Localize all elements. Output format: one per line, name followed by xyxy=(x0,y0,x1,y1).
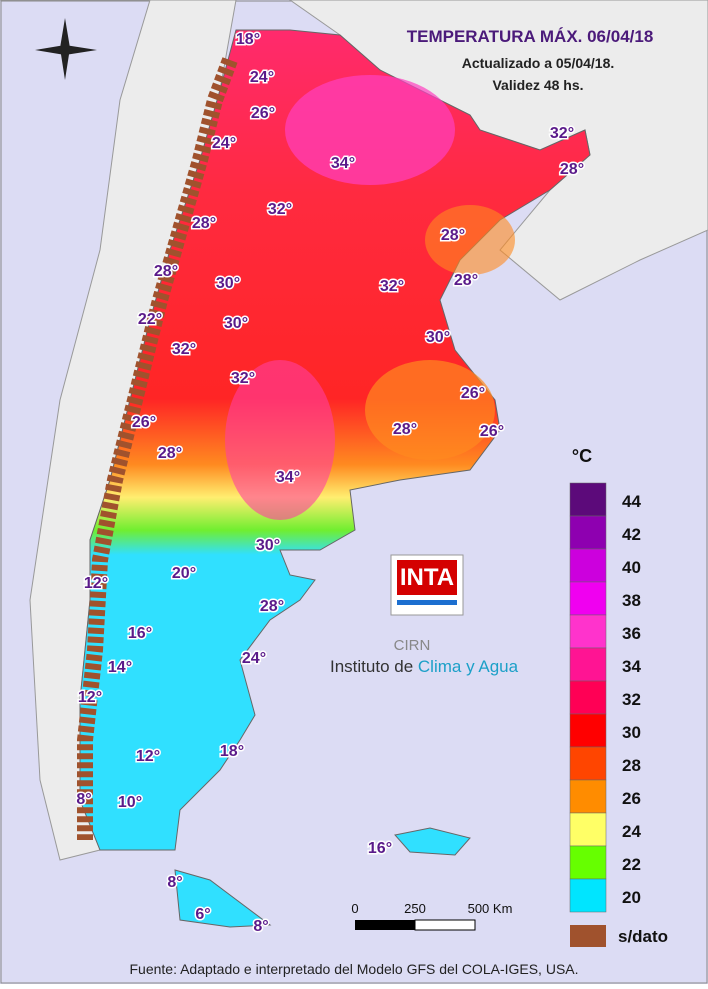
scale-label: 500 Km xyxy=(468,901,513,916)
institute-accent: Clima y Agua xyxy=(418,657,519,676)
temperature-label: 18° xyxy=(236,31,260,48)
scale-bar xyxy=(414,919,476,931)
temperature-label: 8° xyxy=(253,918,268,935)
hot-zone xyxy=(285,75,455,185)
temperature-label: 26° xyxy=(132,414,156,431)
legend-swatch xyxy=(569,812,607,847)
legend-label: 30 xyxy=(622,723,641,742)
temperature-label: 34° xyxy=(331,155,355,172)
temperature-label: 28° xyxy=(560,161,584,178)
logo-stripe xyxy=(397,600,457,605)
legend-swatch xyxy=(569,680,607,715)
legend-label: 20 xyxy=(622,888,641,907)
logo-sub: CIRN xyxy=(394,637,431,654)
legend-label: 24 xyxy=(622,822,641,841)
institute: Instituto de Clima y Agua xyxy=(330,657,519,676)
temperature-label: 28° xyxy=(260,598,284,615)
temperature-label: 28° xyxy=(454,272,478,289)
legend-swatch xyxy=(569,746,607,781)
temperature-label: 16° xyxy=(368,840,392,857)
temperature-label: 8° xyxy=(167,874,182,891)
temperature-label: 10° xyxy=(118,794,142,811)
temperature-label: 32° xyxy=(268,201,292,218)
legend-label: 34 xyxy=(622,657,641,676)
legend-swatch xyxy=(569,845,607,880)
temperature-label: 8° xyxy=(76,791,91,808)
temperature-label: 30° xyxy=(224,315,248,332)
temperature-label: 12° xyxy=(78,689,102,706)
scale-label: 250 xyxy=(404,901,426,916)
legend-label: 36 xyxy=(622,624,641,643)
temperature-label: 28° xyxy=(154,263,178,280)
source: Fuente: Adaptado e interpretado del Mode… xyxy=(129,961,578,977)
temperature-label: 24° xyxy=(212,135,236,152)
legend-no-data: s/dato xyxy=(618,927,668,946)
temperature-label: 32° xyxy=(231,370,255,387)
temperature-label: 22° xyxy=(138,311,162,328)
legend-swatch xyxy=(569,878,607,913)
malvinas xyxy=(394,827,471,856)
temperature-label: 28° xyxy=(441,227,465,244)
temperature-label: 28° xyxy=(192,215,216,232)
logo-red xyxy=(397,560,457,595)
temperature-label: 32° xyxy=(380,278,404,295)
temperature-label: 30° xyxy=(256,537,280,554)
scale-label: 0 xyxy=(351,901,358,916)
temperature-label: 28° xyxy=(158,445,182,462)
legend-label: 44 xyxy=(622,492,641,511)
temperature-label: 20° xyxy=(172,565,196,582)
temperature-label: 6° xyxy=(195,906,210,923)
no-data-andes xyxy=(77,57,238,840)
temperature-label: 14° xyxy=(108,659,132,676)
hot-zone xyxy=(225,360,335,520)
legend-label: 32 xyxy=(622,690,641,709)
temperature-label: 26° xyxy=(251,105,275,122)
temperature-label: 12° xyxy=(84,575,108,592)
temperature-label: 12° xyxy=(136,748,160,765)
legend-swatch xyxy=(569,581,607,616)
updated: Actualizado a 05/04/18. xyxy=(462,55,615,71)
temperature-label: 16° xyxy=(128,625,152,642)
temperature-label: 28° xyxy=(393,421,417,438)
tierra-del-fuego xyxy=(174,869,272,928)
legend-swatch xyxy=(569,614,607,649)
legend-label: 26 xyxy=(622,789,641,808)
legend-swatch xyxy=(569,713,607,748)
scale-bar xyxy=(355,920,415,930)
legend-swatch xyxy=(569,647,607,682)
legend-swatch xyxy=(569,779,607,814)
legend-label: 38 xyxy=(622,591,641,610)
temperature-label: 32° xyxy=(172,341,196,358)
temperature-label: 30° xyxy=(426,329,450,346)
temperature-label: 34° xyxy=(276,469,300,486)
legend-label: 28 xyxy=(622,756,641,775)
legend-unit: °C xyxy=(572,446,592,466)
legend-swatch xyxy=(569,515,607,550)
legend-label: 40 xyxy=(622,558,641,577)
warm-zone xyxy=(425,205,515,275)
legend-swatch xyxy=(569,548,607,583)
logo-mark: INTA xyxy=(400,564,454,591)
legend-label: 42 xyxy=(622,525,641,544)
legend-no-data-swatch xyxy=(570,925,606,947)
temperature-label: 24° xyxy=(242,650,266,667)
compass xyxy=(35,18,97,80)
temperature-label: 32° xyxy=(550,125,574,142)
temperature-label: 24° xyxy=(250,69,274,86)
temperature-label: 18° xyxy=(220,743,244,760)
institute-name: Instituto de xyxy=(330,657,413,676)
temperature-label: 26° xyxy=(461,385,485,402)
legend-swatch xyxy=(569,482,607,517)
temperature-label: 30° xyxy=(216,275,240,292)
legend-label: 22 xyxy=(622,855,641,874)
warm-zone xyxy=(365,360,495,460)
temperature-label: 26° xyxy=(480,423,504,440)
validity: Validez 48 hs. xyxy=(492,77,583,93)
title: TEMPERATURA MÁX. 06/04/18 xyxy=(407,27,654,46)
